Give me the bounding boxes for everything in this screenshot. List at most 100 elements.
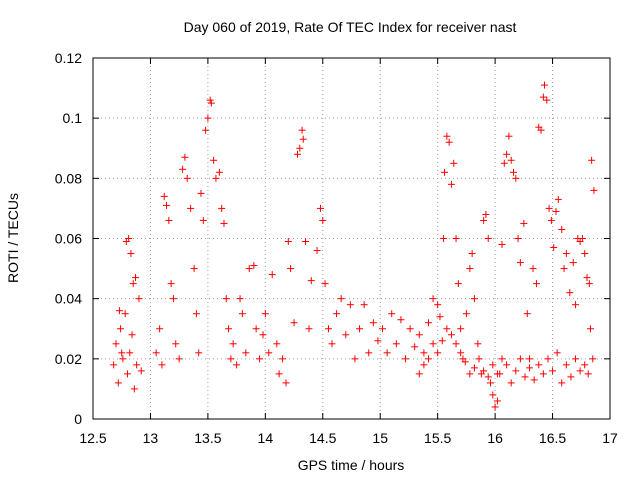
data-point [187, 204, 195, 212]
data-point [539, 93, 547, 101]
data-point [261, 310, 269, 318]
data-point [337, 295, 345, 303]
x-axis-title: GPS time / hours [298, 457, 405, 473]
data-point [512, 174, 520, 182]
data-point [152, 349, 160, 357]
data-point [566, 289, 574, 297]
data-point [210, 156, 218, 164]
x-tick-label: 14.5 [309, 430, 336, 446]
data-point [307, 277, 315, 285]
data-point [252, 325, 260, 333]
data-point [505, 132, 513, 140]
data-point [415, 331, 423, 339]
data-point [558, 379, 566, 387]
data-point [167, 280, 175, 288]
data-point [115, 307, 123, 315]
data-point [129, 280, 137, 288]
data-point [567, 373, 575, 381]
data-point [112, 340, 120, 348]
data-point [581, 361, 589, 369]
data-point [583, 274, 591, 282]
x-tick-label: 15.5 [424, 430, 451, 446]
data-point [526, 355, 534, 363]
data-point [526, 364, 534, 372]
data-point [290, 319, 298, 327]
data-point [130, 385, 138, 393]
data-point [457, 349, 465, 357]
data-point [487, 379, 495, 387]
data-point [443, 132, 451, 140]
data-point [204, 114, 212, 122]
data-point [110, 361, 118, 369]
data-point [493, 370, 501, 378]
data-point [581, 250, 589, 258]
data-point [466, 265, 474, 273]
data-point [365, 349, 373, 357]
data-point [470, 295, 478, 303]
data-point [298, 126, 306, 134]
data-point [117, 325, 125, 333]
data-point [550, 244, 558, 252]
data-point [229, 340, 237, 348]
data-point [539, 370, 547, 378]
data-point [302, 238, 310, 246]
data-point [133, 361, 141, 369]
data-point [493, 397, 501, 405]
data-point [192, 310, 200, 318]
data-point [553, 349, 561, 357]
data-point [562, 361, 570, 369]
data-point [452, 340, 460, 348]
data-point [447, 180, 455, 188]
data-point [245, 265, 253, 273]
x-tick-label: 14 [258, 430, 274, 446]
data-point [163, 201, 171, 209]
data-point [537, 126, 545, 134]
data-point [296, 144, 304, 152]
data-point [225, 325, 233, 333]
data-point [250, 262, 258, 270]
y-tick-label: 0.04 [55, 291, 82, 307]
data-point [457, 325, 465, 333]
data-point [588, 156, 596, 164]
data-point [498, 241, 506, 249]
data-point [549, 367, 557, 375]
data-point [520, 219, 528, 227]
data-point [589, 355, 597, 363]
data-point [374, 337, 382, 345]
data-point [424, 355, 432, 363]
data-point [227, 355, 235, 363]
data-point [397, 316, 405, 324]
data-point [321, 280, 329, 288]
data-point [434, 301, 442, 309]
data-point [236, 295, 244, 303]
data-point [127, 250, 135, 258]
data-point [558, 225, 566, 233]
data-point [420, 361, 428, 369]
data-point [503, 361, 511, 369]
data-point [121, 310, 129, 318]
data-point [584, 370, 592, 378]
data-point [220, 219, 228, 227]
data-point [190, 265, 198, 273]
data-point [470, 364, 478, 372]
data-point [516, 259, 524, 267]
data-point [222, 295, 230, 303]
x-tick-label: 17 [602, 430, 618, 446]
data-point [379, 325, 387, 333]
data-point [360, 301, 368, 309]
data-point [585, 280, 593, 288]
data-point [572, 301, 580, 309]
data-point [215, 168, 223, 176]
data-point [287, 265, 295, 273]
data-point [114, 379, 122, 387]
data-point [319, 216, 327, 224]
data-point [429, 295, 437, 303]
data-point [503, 150, 511, 158]
data-point [454, 280, 462, 288]
data-point [461, 358, 469, 366]
data-point [325, 325, 333, 333]
data-point [369, 319, 377, 327]
grid-lines [93, 58, 610, 419]
tick-labels: 12.5 13 13.5 14 14.5 15 15.5 16 16.5 17 0 0.02 0.04 0… [55, 50, 618, 446]
data-point [452, 235, 460, 242]
